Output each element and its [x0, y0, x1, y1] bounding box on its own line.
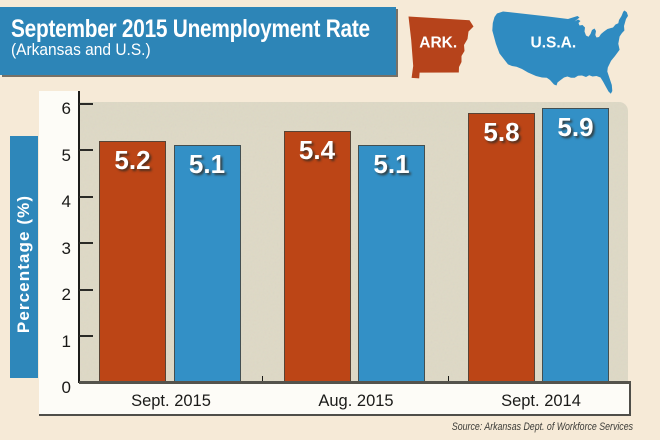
svg-text:U.S.A.: U.S.A. — [531, 35, 577, 52]
svg-text:ARK.: ARK. — [419, 35, 457, 52]
